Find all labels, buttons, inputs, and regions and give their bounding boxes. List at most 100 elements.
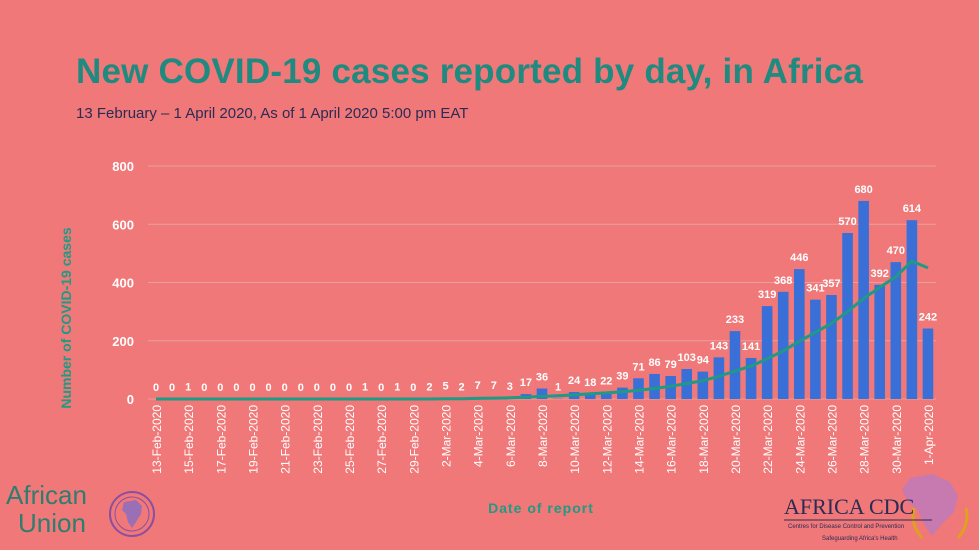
x-tick-label: 15-Feb-2020 — [182, 405, 196, 474]
data-label: 341 — [806, 283, 824, 295]
x-tick-label: 30-Mar-2020 — [890, 405, 904, 474]
x-tick-label: 16-Mar-2020 — [665, 405, 679, 474]
data-label: 3 — [507, 381, 513, 393]
data-label: 79 — [665, 359, 677, 371]
data-label: 5 — [442, 381, 448, 393]
data-label: 86 — [648, 357, 660, 369]
africa-cdc-emblem-icon — [902, 474, 969, 539]
x-tick-label: 6-Mar-2020 — [504, 405, 518, 467]
bar — [617, 387, 628, 399]
data-label: 0 — [266, 382, 272, 394]
bar — [729, 331, 741, 399]
bar — [536, 388, 548, 399]
data-label: 39 — [616, 371, 628, 383]
x-tick-label: 1-Apr-2020 — [922, 405, 936, 465]
x-tick-label: 19-Feb-2020 — [247, 405, 261, 474]
x-tick-label: 29-Feb-2020 — [407, 405, 421, 474]
africa-cdc-tagline: Centres for Disease Control and Preventi… — [788, 524, 904, 530]
data-label: 680 — [854, 184, 872, 196]
bar — [761, 306, 773, 399]
bar — [777, 291, 789, 399]
y-axis-ticks: 0 200 400 600 800 — [112, 159, 134, 407]
data-label: 368 — [774, 275, 792, 287]
x-tick-label: 8-Mar-2020 — [536, 405, 550, 467]
data-label: 0 — [233, 382, 239, 394]
data-label: 7 — [475, 380, 481, 392]
data-label: 24 — [568, 375, 581, 387]
au-emblem-icon — [109, 491, 155, 537]
y-tick-label: 600 — [112, 217, 134, 232]
chart-title: New COVID-19 cases reported by day, in A… — [76, 52, 864, 91]
data-label: 0 — [346, 382, 352, 394]
data-label: 18 — [584, 377, 596, 389]
bars — [182, 200, 934, 399]
au-logo-line2: Union — [18, 508, 86, 538]
africa-cdc-logo: AFRICA CDC Centres for Disease Control a… — [784, 474, 969, 542]
data-label: 233 — [726, 314, 744, 326]
data-label: 319 — [758, 289, 776, 301]
data-label: 1 — [185, 382, 191, 394]
data-label: 0 — [201, 382, 207, 394]
x-tick-label: 4-Mar-2020 — [472, 405, 486, 467]
data-label: 242 — [919, 312, 937, 324]
x-axis-label: Date of report — [488, 500, 594, 516]
x-tick-label: 13-Feb-2020 — [150, 405, 164, 474]
data-label: 22 — [600, 376, 612, 388]
x-tick-label: 14-Mar-2020 — [633, 405, 647, 474]
chart-subtitle: 13 February – 1 April 2020, As of 1 Apri… — [76, 105, 469, 122]
data-label: 0 — [249, 382, 255, 394]
bar — [826, 295, 837, 399]
data-label: 0 — [314, 382, 320, 394]
data-label: 94 — [697, 355, 710, 367]
bar — [906, 220, 918, 399]
au-logo-line1: African — [6, 480, 87, 510]
data-label: 7 — [491, 380, 497, 392]
bar — [810, 299, 821, 399]
y-axis-label: Number of COVID-19 cases — [58, 227, 74, 408]
x-tick-label: 10-Mar-2020 — [568, 405, 582, 474]
x-tick-label: 12-Mar-2020 — [600, 405, 614, 474]
x-tick-label: 28-Mar-2020 — [858, 405, 872, 474]
african-union-logo: African Union — [6, 480, 155, 538]
y-tick-label: 800 — [112, 159, 134, 174]
x-tick-label: 26-Mar-2020 — [826, 405, 840, 474]
data-label: 103 — [678, 352, 696, 364]
y-tick-label: 400 — [112, 276, 134, 291]
data-label: 357 — [822, 278, 840, 290]
data-label: 71 — [632, 361, 644, 373]
x-tick-label: 21-Feb-2020 — [279, 405, 293, 474]
data-label: 0 — [153, 382, 159, 394]
bar — [633, 378, 644, 399]
y-tick-label: 0 — [127, 392, 134, 407]
bar — [584, 393, 596, 399]
y-tick-label: 200 — [112, 334, 134, 349]
data-label: 446 — [790, 252, 808, 264]
bar — [649, 373, 660, 399]
data-label: 1 — [394, 382, 400, 394]
data-label: 0 — [410, 382, 416, 394]
x-tick-label: 23-Feb-2020 — [311, 405, 325, 474]
data-label: 2 — [459, 381, 465, 393]
bar — [793, 269, 805, 399]
bar — [601, 392, 612, 399]
bar — [922, 328, 934, 399]
bar — [842, 232, 853, 399]
x-tick-label: 27-Feb-2020 — [375, 405, 389, 474]
data-label: 614 — [903, 203, 922, 215]
data-label: 17 — [520, 377, 532, 389]
data-label: 0 — [169, 382, 175, 394]
data-label: 0 — [282, 382, 288, 394]
bar — [745, 357, 757, 399]
bar — [874, 284, 886, 399]
x-tick-label: 25-Feb-2020 — [343, 405, 357, 474]
data-label: 0 — [217, 382, 223, 394]
bar — [890, 262, 902, 399]
x-tick-label: 17-Feb-2020 — [214, 405, 228, 474]
data-label: 141 — [742, 341, 760, 353]
data-label: 0 — [378, 382, 384, 394]
data-label: 570 — [838, 216, 856, 228]
bar — [697, 371, 709, 399]
data-label: 36 — [536, 372, 548, 384]
